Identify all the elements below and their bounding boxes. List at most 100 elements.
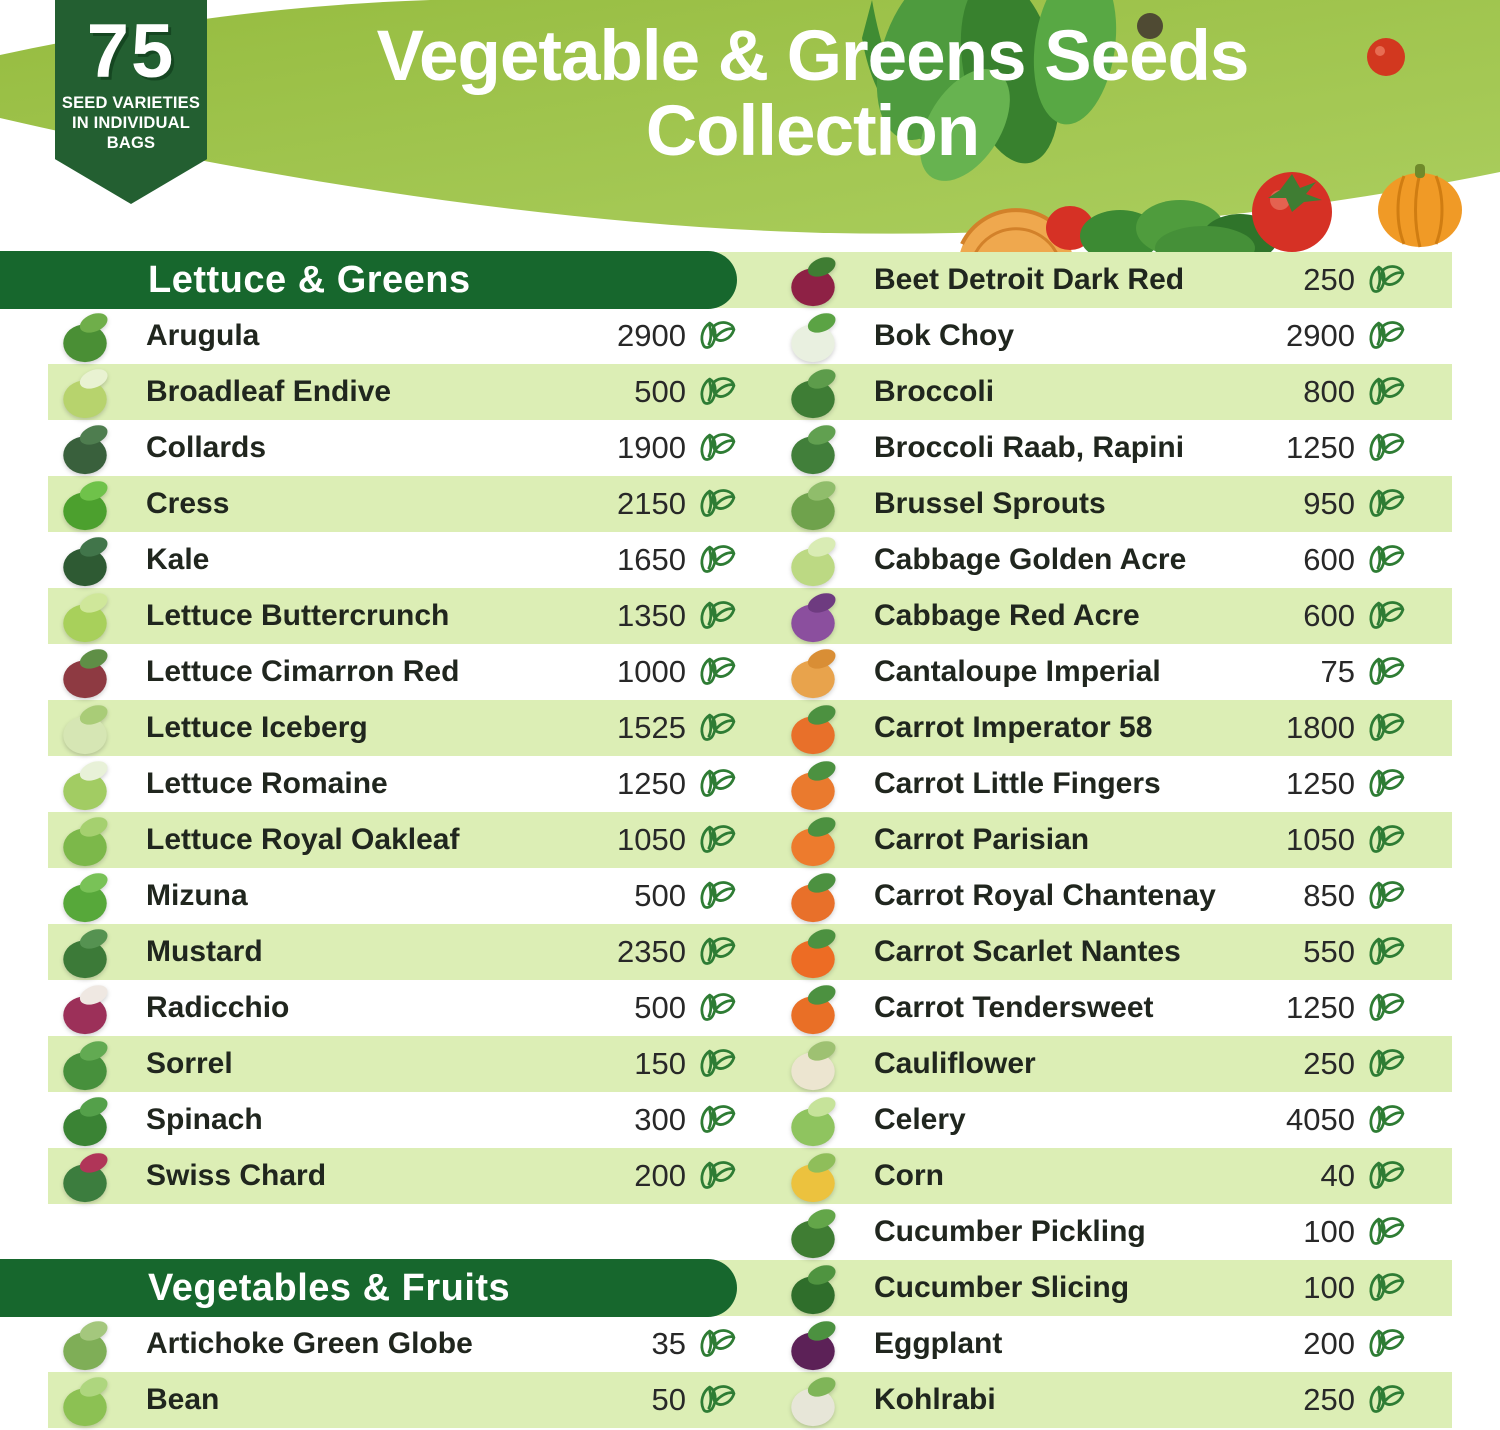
- seed-count: 550: [1303, 934, 1355, 969]
- badge-number: 75: [86, 9, 176, 94]
- seed-count: 600: [1303, 542, 1355, 577]
- seed-list-item: Spinach 300: [48, 1092, 738, 1148]
- section-header: Vegetables & Fruits: [0, 1259, 737, 1317]
- vegetable-thumbnail: [63, 1097, 108, 1147]
- vegetable-name: Swiss Chard: [146, 1159, 327, 1192]
- table-row: Lettuce Cimarron Red 1000 Cantaloupe Imper…: [0, 644, 1500, 700]
- vegetable-thumbnail: [791, 1377, 836, 1427]
- seed-count: 1250: [1286, 430, 1355, 465]
- seed-count: 500: [634, 878, 686, 913]
- seed-count-icon: [1369, 825, 1405, 853]
- vegetable-thumbnail: [63, 817, 108, 867]
- seed-count-icon: [1369, 713, 1405, 741]
- vegetable-name: Bean: [146, 1383, 220, 1416]
- table-row: Collards 1900 Broccoli Raab, Rapini 1250: [0, 420, 1500, 476]
- seed-count-icon: [1369, 769, 1405, 797]
- seed-count-icon: [1369, 881, 1405, 909]
- seed-count-icon: [1369, 1161, 1405, 1189]
- hero-background: [0, 0, 1500, 252]
- vegetable-name: Lettuce Iceberg: [146, 711, 368, 744]
- seed-list-item: Lettuce Cimarron Red 1000: [48, 644, 738, 700]
- seed-list-item: Cucumber Pickling 100: [762, 1204, 1407, 1260]
- seed-count: 50: [651, 1382, 686, 1417]
- row-stripe: [48, 812, 1452, 868]
- seed-varieties-badge: 75 SEED VARIETIES IN INDIVIDUAL BAGS: [55, 0, 207, 204]
- vegetable-thumbnail: [63, 1377, 108, 1427]
- badge-caption: SEED VARIETIES IN INDIVIDUAL BAGS: [62, 94, 200, 153]
- vegetable-name: Beet Detroit Dark Red: [874, 263, 1185, 296]
- seed-count-icon: [700, 1329, 736, 1357]
- seed-count-icon: [1369, 993, 1405, 1021]
- table-row: Cress 2150 Brussel Sprouts 950: [0, 476, 1500, 532]
- seed-count: 100: [1303, 1270, 1355, 1305]
- seed-list-item: Broccoli Raab, Rapini 1250: [762, 420, 1407, 476]
- seed-list-item: Carrot Little Fingers 1250: [762, 756, 1407, 812]
- seed-list-item: Cress 2150: [48, 476, 738, 532]
- seed-count-icon: [700, 769, 736, 797]
- vegetable-thumbnail: [791, 537, 836, 587]
- seed-count: 1250: [1286, 990, 1355, 1025]
- seed-count-icon: [1369, 1273, 1405, 1301]
- seed-count: 200: [1303, 1326, 1355, 1361]
- table-row: Lettuce & Greens Beet Detroit Dark Red 250: [0, 251, 1500, 309]
- seed-count: 35: [651, 1326, 686, 1361]
- table-row: Bean 50 Kohlrabi 250: [0, 1372, 1500, 1428]
- seed-count-icon: [1369, 657, 1405, 685]
- vegetable-thumbnail: [791, 1097, 836, 1147]
- vegetable-thumbnail: [791, 369, 836, 419]
- row-stripe: [48, 1036, 1452, 1092]
- vegetable-name: Corn: [874, 1159, 944, 1192]
- seed-list-item: Collards 1900: [48, 420, 738, 476]
- seed-count: 500: [634, 990, 686, 1025]
- vegetable-name: Kohlrabi: [874, 1383, 996, 1416]
- seed-count-icon: [1369, 1217, 1405, 1245]
- table-row: Sorrel 150 Cauliflower 250: [0, 1036, 1500, 1092]
- table-row: Lettuce Buttercrunch 1350 Cabbage Red Acre…: [0, 588, 1500, 644]
- vegetable-thumbnail: [791, 1209, 836, 1259]
- table-row: Artichoke Green Globe 35 Eggplant 200: [0, 1316, 1500, 1372]
- seed-list-item: Broadleaf Endive 500: [48, 364, 738, 420]
- seed-count-icon: [1369, 377, 1405, 405]
- seed-count-icon: [700, 377, 736, 405]
- vegetable-thumbnail: [791, 1321, 836, 1371]
- seed-count-icon: [700, 489, 736, 517]
- vegetable-name: Cantaloupe Imperial: [874, 655, 1161, 688]
- hero-green-shape: [0, 0, 1500, 234]
- section-header: Lettuce & Greens: [0, 251, 737, 309]
- vegetable-thumbnail: [791, 1265, 836, 1315]
- seed-list-item: Cabbage Red Acre 600: [762, 588, 1407, 644]
- seed-count: 250: [1303, 1046, 1355, 1081]
- seed-list-item: Brussel Sprouts 950: [762, 476, 1407, 532]
- vegetable-name: Carrot Parisian: [874, 823, 1090, 856]
- vegetable-name: Cucumber Pickling: [874, 1215, 1146, 1248]
- page-title-line1: Vegetable & Greens Seeds: [376, 17, 1250, 96]
- seed-list-item: Arugula 2900: [48, 308, 738, 364]
- seed-list-item: Beet Detroit Dark Red 250: [762, 252, 1407, 308]
- vegetable-name: Broccoli: [874, 375, 995, 408]
- badge-caption-line: IN INDIVIDUAL: [71, 113, 191, 132]
- vegetable-name: Carrot Little Fingers: [874, 767, 1161, 800]
- seed-count-icon: [1369, 265, 1405, 293]
- big-tomato: [1252, 172, 1332, 252]
- seed-count: 300: [634, 1102, 686, 1137]
- seed-list-item: Carrot Parisian 1050: [762, 812, 1407, 868]
- seed-count: 1050: [617, 822, 686, 857]
- vegetable-thumbnail: [791, 257, 836, 307]
- seed-count: 2350: [617, 934, 686, 969]
- vegetables-decoration: [960, 13, 1462, 252]
- greens-decoration: [862, 0, 1117, 181]
- vegetable-name: Brussel Sprouts: [874, 487, 1106, 520]
- table-row: Radicchio 500 Carrot Tendersweet 1250: [0, 980, 1500, 1036]
- vegetable-thumbnail: [791, 313, 836, 363]
- vegetable-thumbnail: [63, 705, 108, 755]
- vegetable-name: Lettuce Royal Oakleaf: [146, 823, 460, 856]
- vegetable-thumbnail: [791, 705, 836, 755]
- seed-list-item: Artichoke Green Globe 35: [48, 1316, 738, 1372]
- vegetable-thumbnail: [791, 1041, 836, 1091]
- olive-dot: [1137, 13, 1163, 39]
- seed-count-icon: [1369, 937, 1405, 965]
- vegetable-thumbnail: [791, 761, 836, 811]
- seed-count-icon: [700, 825, 736, 853]
- seed-count-icon: [700, 1385, 736, 1413]
- vegetable-name: Radicchio: [146, 991, 290, 1024]
